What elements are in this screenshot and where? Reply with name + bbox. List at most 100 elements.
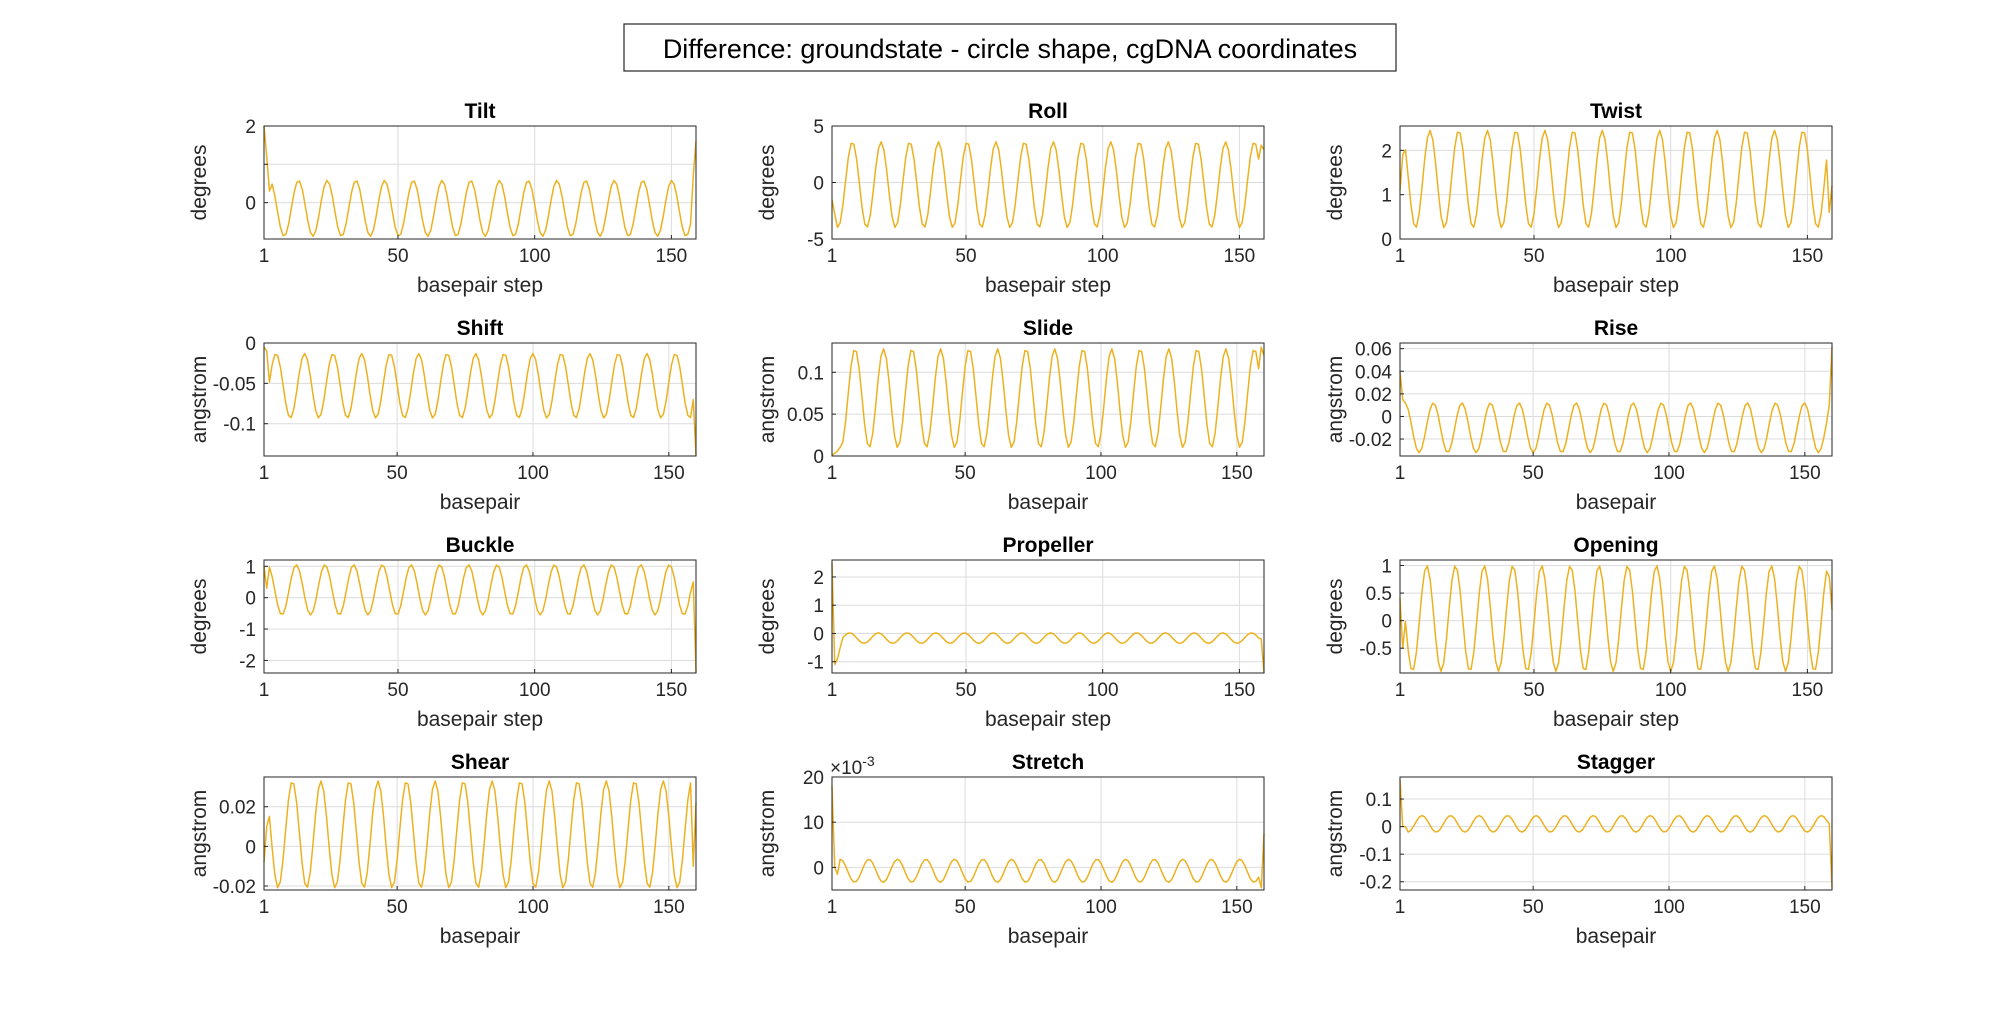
x-tick-label: 50 — [387, 246, 408, 267]
subplot-title: Slide — [1023, 317, 1073, 340]
x-tick-label: 1 — [259, 897, 270, 918]
x-tick-label: 50 — [1523, 897, 1544, 918]
y-tick-label: -0.5 — [1359, 639, 1392, 660]
plot-area — [264, 560, 696, 673]
y-tick-label: -0.1 — [223, 415, 256, 436]
y-tick-label: 2 — [245, 117, 256, 138]
x-tick-label: 1 — [827, 897, 838, 918]
x-tick-label: 1 — [827, 680, 838, 701]
y-axis-label: angstrom — [188, 790, 211, 878]
y-tick-label: 0 — [813, 174, 824, 195]
axes-frame — [1399, 342, 1833, 457]
x-tick-label: 150 — [1789, 897, 1821, 918]
x-axis-label: basepair step — [1553, 708, 1679, 731]
y-axis-label: degrees — [1324, 579, 1347, 655]
y-tick-label: 0.06 — [1355, 340, 1392, 361]
x-tick-label: 100 — [1655, 680, 1687, 701]
x-tick-label: 50 — [1523, 246, 1544, 267]
y-tick-label: 0 — [245, 837, 256, 858]
x-tick-label: 1 — [259, 680, 270, 701]
subplot-title: Shift — [457, 317, 504, 340]
axes-frame — [263, 776, 697, 891]
series-line-twist — [1399, 129, 1833, 229]
plot-area — [264, 343, 696, 456]
y-axis-label: angstrom — [188, 356, 211, 444]
y-tick-label: 0.02 — [219, 798, 256, 819]
subplot-title: Opening — [1573, 534, 1658, 557]
subplot-stretch: 1 50 100 15020100Stretchbasepairangstrom×10… — [756, 751, 1265, 948]
y-tick-label: 2 — [1381, 141, 1392, 162]
axes-frame — [1399, 776, 1833, 891]
subplot-title: Shear — [451, 751, 509, 774]
y-tick-label: -0.02 — [1349, 430, 1392, 451]
figure-title-frame — [623, 23, 1397, 72]
x-tick-label: 1 — [1395, 463, 1406, 484]
axes-frame — [831, 342, 1265, 457]
x-axis-label: basepair step — [985, 274, 1111, 297]
axes-frame — [263, 125, 697, 240]
plot-area — [832, 560, 1264, 673]
x-axis-label: basepair — [1576, 925, 1657, 948]
y-tick-label: 0.05 — [787, 405, 824, 426]
subplot-title: Twist — [1590, 100, 1642, 123]
y-exponent-label: ×10-3 — [830, 753, 875, 779]
plot-area — [1400, 126, 1832, 239]
subplot-title: Stagger — [1577, 751, 1655, 774]
axes-frame — [831, 776, 1265, 891]
x-axis-label: basepair step — [1553, 274, 1679, 297]
y-tick-label: 0 — [245, 589, 256, 610]
x-tick-label: 100 — [1087, 680, 1119, 701]
y-tick-label: 10 — [803, 813, 824, 834]
subplot-title: Roll — [1028, 100, 1068, 123]
x-axis-label: basepair — [1008, 925, 1089, 948]
y-tick-label: -0.05 — [213, 374, 256, 395]
y-tick-label: 1 — [1381, 557, 1392, 578]
y-tick-label: 0.5 — [1366, 584, 1392, 605]
axes-frame — [263, 342, 697, 457]
x-axis-label: basepair — [440, 491, 521, 514]
x-tick-label: 100 — [517, 897, 549, 918]
x-tick-label: 1 — [1395, 897, 1406, 918]
x-tick-label: 100 — [1653, 897, 1685, 918]
x-tick-label: 1 — [1395, 246, 1406, 267]
axes-frame — [1399, 125, 1833, 240]
x-axis-label: basepair — [1008, 491, 1089, 514]
plot-area — [1400, 777, 1832, 890]
x-tick-label: 150 — [653, 463, 685, 484]
x-tick-label: 150 — [653, 897, 685, 918]
y-axis-label: angstrom — [756, 356, 779, 444]
y-tick-label: 0.04 — [1355, 362, 1392, 383]
x-tick-label: 100 — [1085, 463, 1117, 484]
y-axis-label: angstrom — [1324, 790, 1347, 878]
y-tick-label: 1 — [813, 596, 824, 617]
y-tick-label: 0.1 — [1366, 790, 1392, 811]
y-tick-label: 0.1 — [798, 363, 824, 384]
x-tick-label: 50 — [387, 897, 408, 918]
axes-frame — [1399, 559, 1833, 674]
x-tick-label: 1 — [259, 246, 270, 267]
series-line-propeller — [831, 562, 1265, 674]
subplot-stagger: 1 50 100 1500.10-0.1-0.2Staggerbasepairangs… — [1324, 751, 1833, 948]
x-tick-label: 150 — [656, 246, 688, 267]
y-tick-label: 0 — [1381, 612, 1392, 633]
series-line-shear — [263, 780, 697, 889]
x-tick-label: 50 — [387, 463, 408, 484]
x-tick-label: 50 — [955, 897, 976, 918]
y-tick-label: 0 — [245, 194, 256, 215]
y-tick-label: -1 — [239, 620, 256, 641]
x-axis-label: basepair step — [985, 708, 1111, 731]
plot-area — [1400, 560, 1832, 673]
x-tick-label: 100 — [1085, 897, 1117, 918]
y-axis-label: degrees — [1324, 145, 1347, 221]
y-tick-label: -5 — [807, 230, 824, 251]
y-tick-label: 0 — [813, 447, 824, 468]
y-axis-label: degrees — [188, 579, 211, 655]
axes-frame — [263, 559, 697, 674]
y-tick-label: 0 — [245, 334, 256, 355]
x-tick-label: 150 — [1221, 897, 1253, 918]
subplot-rise: 1 50 100 1500.060.040.020-0.02Risebasepaira… — [1324, 317, 1833, 514]
figure-title-box: Difference: groundstate - circle shape, … — [623, 23, 1397, 72]
